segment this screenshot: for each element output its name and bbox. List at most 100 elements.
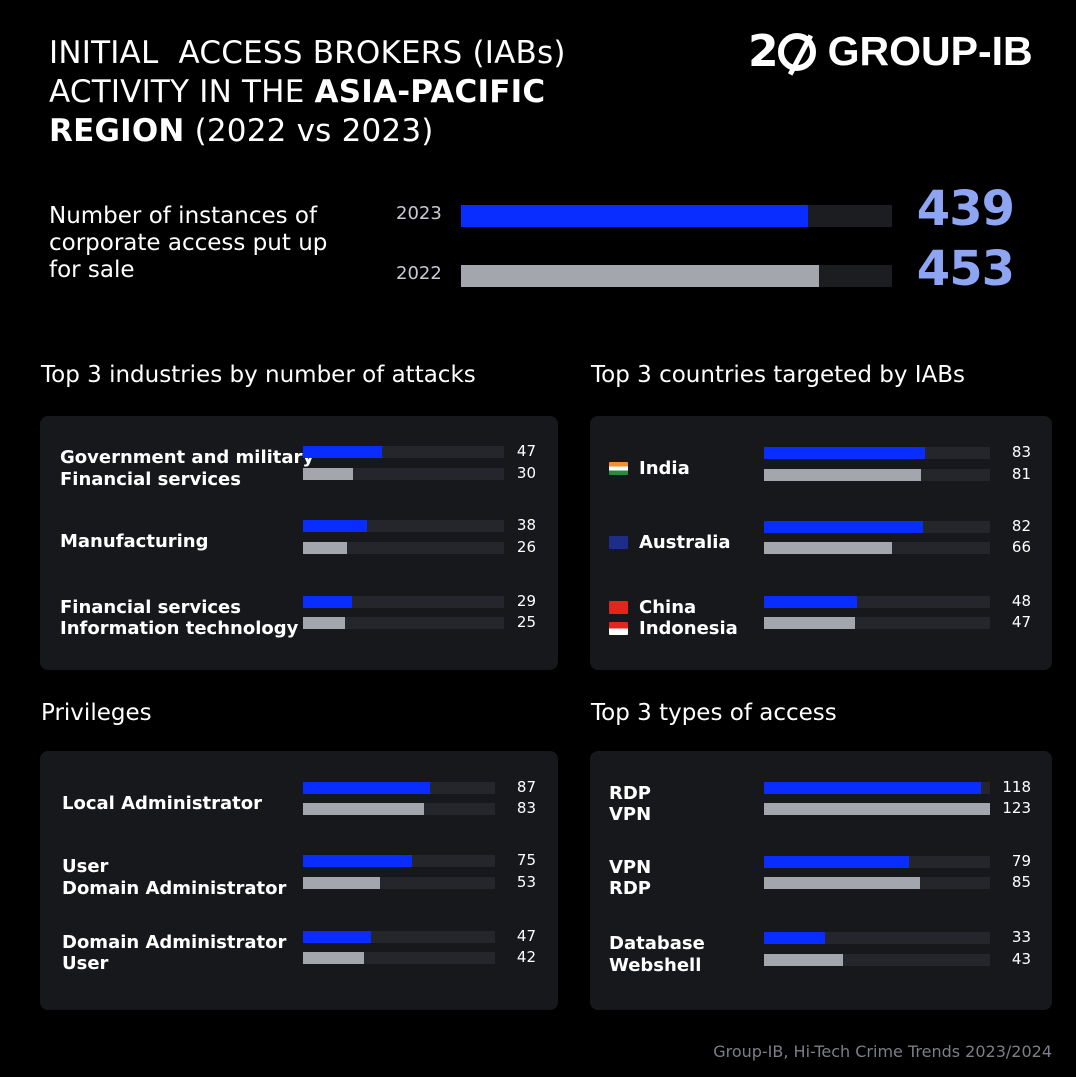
group-label: Local Administrator (62, 793, 262, 815)
logo-anniversary-mark: 2 (748, 26, 816, 77)
row-label: User (62, 953, 108, 975)
bar-track (303, 855, 495, 867)
section-title: Privileges (41, 700, 152, 726)
bar-2023 (764, 521, 924, 533)
total-bar-2022 (461, 265, 820, 287)
title-line-3: REGION (2022 vs 2023) (49, 112, 566, 151)
bar-2022 (303, 468, 354, 480)
row-label: Government and military (60, 447, 314, 469)
bar-track (764, 469, 990, 481)
bar-track (764, 932, 990, 944)
bar-2022 (764, 954, 843, 966)
value-label: 48 (1011, 592, 1031, 610)
bar-2023 (303, 782, 430, 794)
title-line-2: ACTIVITY IN THE ASIA-PACIFIC (49, 73, 566, 112)
group-ib-logo: 2 GROUP-IB (748, 26, 1033, 77)
bar-track (303, 952, 495, 964)
value-label: 30 (516, 464, 536, 482)
bar-track (764, 521, 990, 533)
row-label: Domain Administrator (62, 878, 286, 900)
bar-track (764, 877, 990, 889)
bar-2022 (764, 469, 922, 481)
source-footer: Group-IB, Hi-Tech Crime Trends 2023/2024 (713, 1042, 1052, 1061)
row-label-text: User (62, 953, 109, 974)
row-label: Financial services (60, 597, 241, 619)
row-label: VPN (609, 804, 651, 826)
total-label: Number of instances of corporate access … (49, 203, 328, 283)
bar-track (303, 542, 504, 554)
row-label-text: Financial services (60, 597, 241, 618)
row-label: Indonesia (609, 618, 738, 640)
bar-2022 (303, 952, 365, 964)
bar-2023 (303, 855, 413, 867)
value-label: 75 (516, 851, 536, 869)
row-label: Database (609, 933, 705, 955)
row-label-text: Domain Administrator (62, 878, 287, 899)
row-label-text: User (62, 856, 109, 877)
bar-track (764, 617, 990, 629)
bar-2022 (764, 617, 856, 629)
bar-track (764, 954, 990, 966)
bar-2022 (303, 617, 345, 629)
logo-zero-icon (777, 32, 816, 71)
bar-track (764, 447, 990, 459)
australia-flag-icon (609, 535, 628, 549)
bar-track (303, 468, 504, 480)
bar-2023 (303, 596, 352, 608)
bar-track (303, 877, 495, 889)
value-label: 83 (1011, 443, 1031, 461)
row-label: User (62, 856, 108, 878)
row-label-text: Database (609, 933, 705, 954)
value-label: 123 (1002, 799, 1031, 817)
row-label: China (609, 597, 696, 619)
bar-2022 (303, 542, 347, 554)
bar-track (303, 803, 495, 815)
bar-track (303, 520, 504, 532)
value-label: 47 (516, 442, 536, 460)
bar-2022 (303, 803, 424, 815)
value-label: 26 (516, 538, 536, 556)
title-line-3-a: REGION (49, 113, 185, 149)
bar-2022 (764, 542, 893, 554)
group-label: Manufacturing (60, 531, 209, 553)
value-label: 87 (516, 778, 536, 796)
total-value-2023: 439 (916, 181, 1015, 237)
row-label: RDP (609, 878, 651, 900)
bar-track (764, 596, 990, 608)
bar-2023 (764, 856, 910, 868)
row-label-text: Information technology (60, 618, 299, 639)
section-title: Top 3 types of access (591, 700, 837, 726)
bar-2022 (303, 877, 381, 889)
page-title: INITIAL ACCESS BROKERS (IABs) ACTIVITY I… (49, 34, 566, 151)
bar-2023 (764, 932, 825, 944)
value-label: 29 (516, 592, 536, 610)
title-line-2-b: ASIA-PACIFIC (314, 74, 546, 110)
row-label-text: VPN (609, 857, 652, 878)
total-year-2023: 2023 (396, 203, 442, 224)
title-line-3-b: (2022 vs 2023) (184, 113, 434, 149)
value-label: 85 (1011, 873, 1031, 891)
group-label: Australia (609, 532, 731, 554)
total-year-2022: 2022 (396, 263, 442, 284)
row-label-text: VPN (609, 804, 652, 825)
indonesia-flag-icon (609, 622, 628, 635)
value-label: 81 (1011, 465, 1031, 483)
row-label: Webshell (609, 955, 701, 977)
bar-2023 (303, 520, 367, 532)
bar-2022 (764, 877, 921, 889)
group-label-text: India (639, 458, 690, 479)
value-label: 42 (516, 948, 536, 966)
row-label-text: Domain Administrator (62, 932, 287, 953)
title-line-2-a: ACTIVITY IN THE (49, 74, 315, 110)
total-bar-2023 (461, 205, 809, 227)
value-label: 66 (1011, 538, 1031, 556)
title-line-1: INITIAL ACCESS BROKERS (IABs) (49, 35, 566, 71)
group-label-text: Local Administrator (62, 792, 263, 814)
value-label: 47 (516, 927, 536, 945)
total-track-2022 (461, 265, 892, 287)
group-label: India (609, 458, 690, 480)
row-label-text: Webshell (609, 955, 702, 976)
bar-track (303, 931, 495, 943)
row-label-text: RDP (609, 878, 651, 899)
bar-2023 (303, 446, 382, 458)
